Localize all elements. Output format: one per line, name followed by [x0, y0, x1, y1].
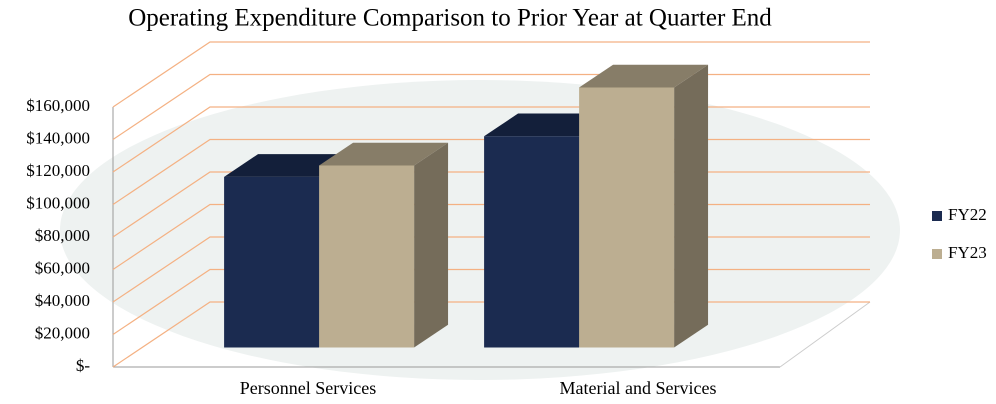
- bar: [319, 165, 415, 348]
- grid-line: [112, 41, 870, 108]
- bar-top: [579, 64, 709, 88]
- y-tick-label: $40,000: [35, 291, 90, 310]
- legend-swatch: [932, 249, 942, 259]
- background-watermark: [60, 80, 900, 380]
- y-tick-label: $80,000: [35, 226, 90, 245]
- y-tick-label: $20,000: [35, 323, 90, 342]
- floor-edge: [779, 301, 871, 368]
- legend-swatch: [932, 211, 942, 221]
- chart-title: Operating Expenditure Comparison to Prio…: [128, 5, 772, 32]
- legend-label: FY23: [948, 243, 987, 262]
- y-tick-label: $100,000: [26, 193, 90, 212]
- x-tick-label: Material and Services: [560, 378, 717, 398]
- bar-top: [319, 142, 449, 166]
- legend-label: FY22: [948, 205, 987, 224]
- bar-side: [414, 142, 449, 348]
- y-tick-label: $-: [76, 356, 91, 375]
- y-tick-label: $140,000: [26, 128, 90, 147]
- y-tick-label: $60,000: [35, 258, 90, 277]
- bar: [484, 136, 580, 348]
- bar: [579, 87, 675, 348]
- bar-side: [674, 64, 709, 348]
- y-tick-label: $160,000: [26, 96, 90, 115]
- x-tick-label: Personnel Services: [240, 378, 376, 398]
- y-tick-label: $120,000: [26, 161, 90, 180]
- bar: [224, 176, 320, 348]
